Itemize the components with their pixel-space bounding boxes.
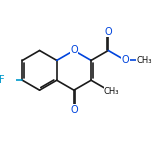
Text: O: O [122, 55, 129, 65]
Text: F: F [0, 75, 5, 85]
Text: O: O [70, 45, 78, 55]
Text: O: O [70, 105, 78, 115]
Text: O: O [104, 26, 112, 36]
Text: CH₃: CH₃ [104, 87, 119, 96]
Text: CH₃: CH₃ [137, 55, 152, 65]
